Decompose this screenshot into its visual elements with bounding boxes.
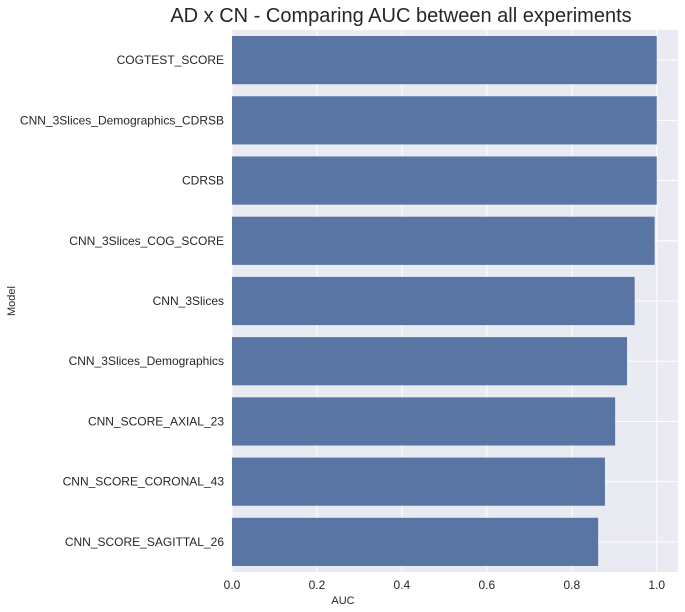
y-tick-label: CNN_SCORE_CORONAL_43 — [63, 475, 225, 489]
bar-cogtest-score — [232, 36, 657, 85]
x-tick-label: 0.4 — [394, 578, 411, 592]
bar-cnn-score-axial-23 — [232, 397, 616, 446]
y-tick-label: CNN_3Slices — [153, 294, 224, 308]
bar-cnn-3slices-cog-score — [232, 216, 655, 265]
x-tick-label: 1.0 — [648, 578, 665, 592]
x-tick-label: 0.2 — [309, 578, 326, 592]
y-tick-label: CNN_3Slices_Demographics — [69, 354, 224, 368]
bar-cnn-3slices-demographics — [232, 337, 628, 386]
bar-cnn-score-sagittal-26 — [232, 517, 599, 566]
y-tick-label: CNN_3Slices_COG_SCORE — [69, 234, 224, 248]
y-tick-label: CNN_SCORE_AXIAL_23 — [88, 414, 224, 428]
bar-cnn-score-coronal-43 — [232, 457, 605, 506]
bar-cdrsb — [232, 156, 657, 205]
bars — [232, 36, 657, 566]
y-tick-labels: COGTEST_SCORE CNN_3Slices_Demographics_CD… — [20, 53, 224, 549]
chart-title: AD x CN - Comparing AUC between all expe… — [170, 5, 631, 27]
x-axis-label: AUC — [331, 595, 354, 607]
bar-cnn-3slices — [232, 276, 635, 326]
y-tick-label: CNN_SCORE_SAGITTAL_26 — [65, 535, 224, 549]
y-tick-label: CDRSB — [182, 174, 224, 188]
x-tick-labels: 0.0 0.2 0.4 0.6 0.8 1.0 — [224, 578, 666, 592]
x-tick-label: 0.6 — [479, 578, 496, 592]
y-axis-label: Model — [6, 286, 18, 316]
bar-cnn-3slices-demographics-cdrsb — [232, 96, 657, 145]
y-tick-label: CNN_3Slices_Demographics_CDRSB — [20, 113, 224, 127]
x-tick-label: 0.0 — [224, 578, 241, 592]
y-tick-label: COGTEST_SCORE — [117, 53, 224, 67]
x-tick-label: 0.8 — [563, 578, 580, 592]
